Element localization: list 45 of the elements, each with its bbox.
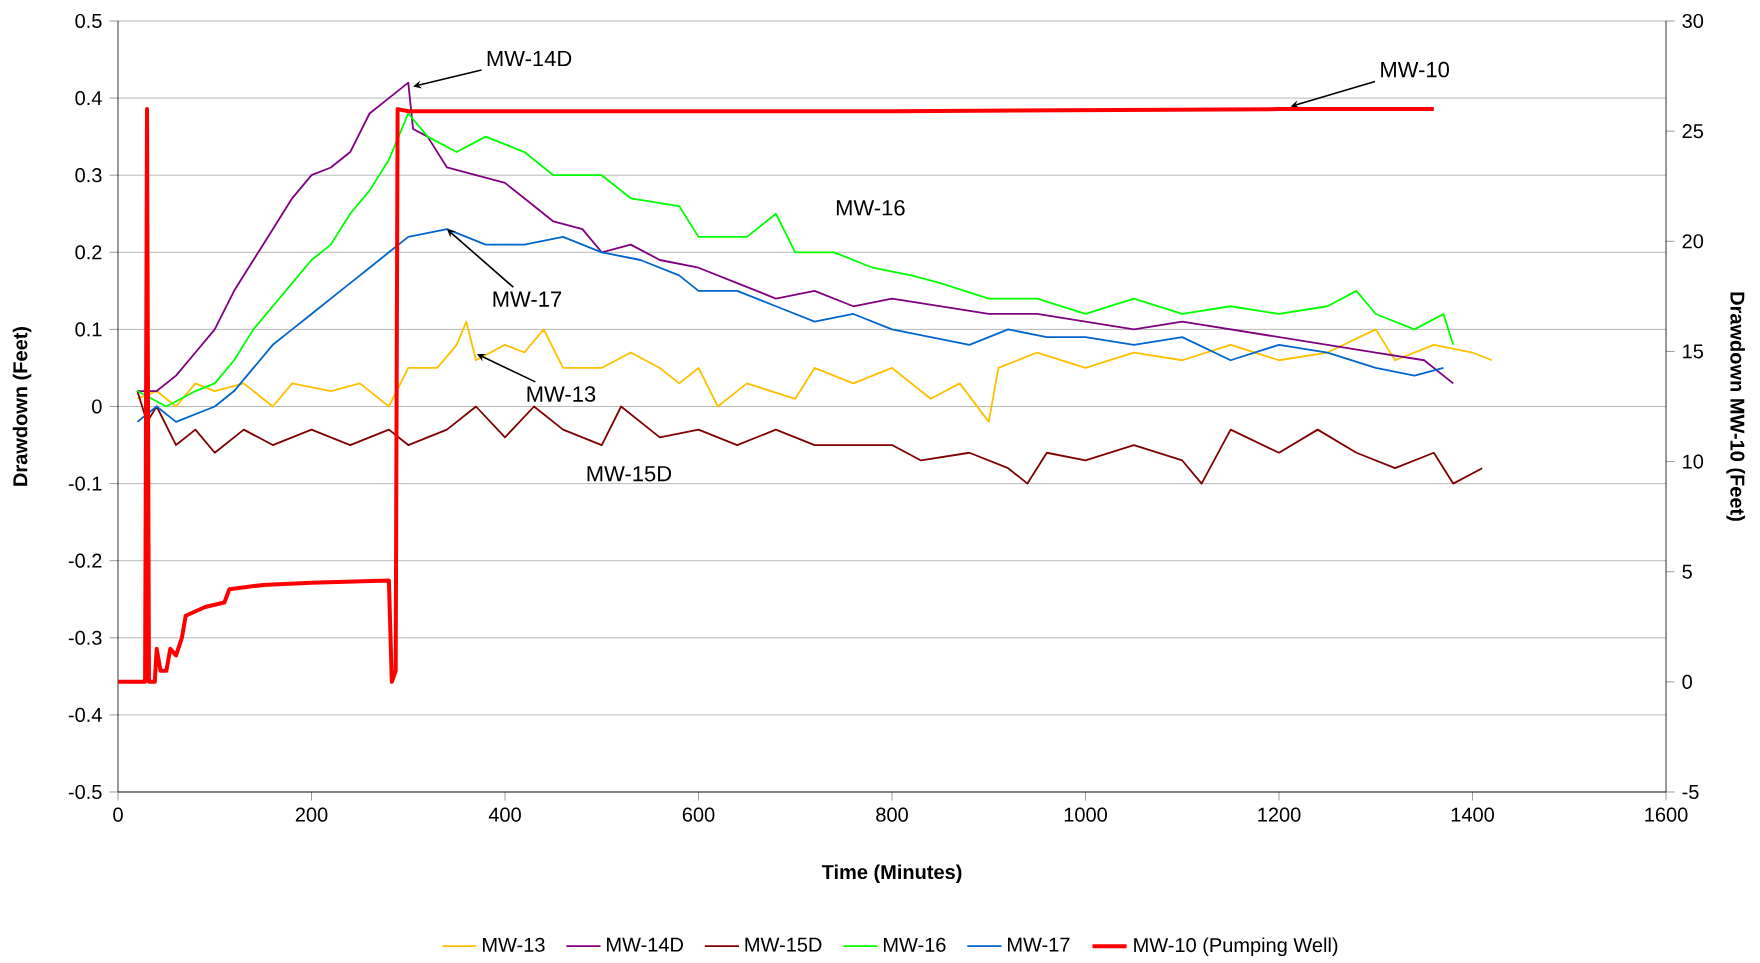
y-tick-label: -0.1: [68, 476, 102, 491]
y2-tick-label: 20: [1682, 234, 1704, 249]
y2-tick-label: 25: [1682, 124, 1704, 139]
x-tick-label: 200: [295, 807, 328, 822]
x-tick-label: 0: [113, 807, 123, 822]
y-tick-label: 0.5: [75, 13, 102, 29]
x-axis-title: Time (Minutes): [821, 864, 962, 884]
y-tick-label: 0.4: [75, 91, 102, 106]
x-tick-label: 800: [876, 807, 908, 822]
x-tick-label: 1600: [1645, 807, 1688, 822]
x-tick-label: 1400: [1451, 807, 1494, 822]
x-tick-label: 1200: [1258, 807, 1301, 822]
y-tick-label: 0.2: [75, 245, 102, 260]
y2-axis-title: Drawdown MW-10 (Feet): [1726, 292, 1745, 521]
legend-label: MW-16: [883, 937, 946, 952]
y2-tick-label: 30: [1682, 13, 1704, 29]
x-tick-label: 1000: [1064, 807, 1107, 822]
y2-tick-label: 10: [1683, 454, 1704, 469]
y-tick-label: -0.3: [68, 630, 102, 645]
legend-label: MW-10 (Pumping Well): [1134, 937, 1338, 957]
line-series: [118, 107, 1436, 684]
y2-tick-label: 15: [1683, 344, 1704, 359]
y2-tick-label: -5: [1682, 785, 1699, 799]
annotation: MW-14D: [487, 50, 572, 67]
y-axis-title: Drawdown (Feet): [12, 326, 32, 486]
y-tick-label: 0.3: [75, 168, 102, 183]
y-tick-label: 0.1: [75, 322, 102, 337]
y-tick-label: -0.4: [68, 707, 102, 722]
y-tick-label: -0.2: [68, 553, 102, 568]
y2-tick-label: 5: [1682, 564, 1692, 579]
legend-label: MW-13: [483, 937, 545, 952]
annotation: MW-17: [493, 291, 562, 307]
legend-label: MW-15D: [745, 937, 822, 952]
y-tick-label: -0.5: [68, 784, 102, 800]
annotation: MW-10: [1381, 61, 1449, 78]
legend-label: MW-17: [1008, 937, 1070, 952]
y2-tick-label: 0: [1682, 674, 1692, 689]
annotation: MW-16: [836, 200, 905, 216]
legend-label: MW-14D: [607, 937, 683, 952]
annotation: MW-15D: [587, 466, 672, 482]
annotation: MW-13: [527, 386, 596, 402]
x-tick-label: 600: [682, 807, 715, 822]
x-tick-label: 400: [488, 807, 521, 822]
y-tick-label: 0: [92, 399, 102, 414]
line-series: [136, 320, 1493, 423]
